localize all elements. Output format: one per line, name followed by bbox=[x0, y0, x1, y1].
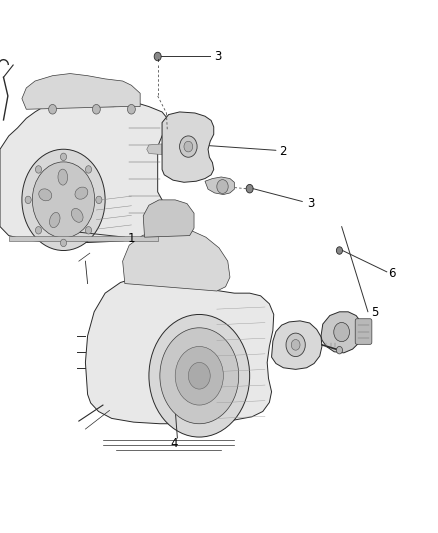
Circle shape bbox=[336, 346, 343, 354]
Circle shape bbox=[35, 166, 42, 173]
Text: 3: 3 bbox=[307, 197, 315, 210]
Text: 2: 2 bbox=[279, 145, 287, 158]
Ellipse shape bbox=[75, 187, 88, 199]
Polygon shape bbox=[321, 312, 362, 353]
FancyBboxPatch shape bbox=[355, 319, 372, 344]
Text: 5: 5 bbox=[371, 306, 379, 319]
Circle shape bbox=[85, 227, 92, 234]
Polygon shape bbox=[22, 74, 140, 109]
Circle shape bbox=[32, 162, 95, 238]
Circle shape bbox=[154, 52, 161, 61]
Circle shape bbox=[25, 196, 31, 204]
Text: 3: 3 bbox=[215, 50, 222, 63]
Ellipse shape bbox=[39, 189, 52, 201]
Circle shape bbox=[149, 314, 250, 437]
Circle shape bbox=[60, 153, 67, 160]
Circle shape bbox=[246, 184, 253, 193]
Circle shape bbox=[85, 166, 92, 173]
Circle shape bbox=[217, 180, 228, 193]
Circle shape bbox=[160, 328, 239, 424]
Circle shape bbox=[175, 346, 223, 405]
Polygon shape bbox=[162, 112, 214, 182]
Ellipse shape bbox=[58, 169, 67, 185]
Circle shape bbox=[336, 247, 343, 254]
Circle shape bbox=[35, 227, 42, 234]
Polygon shape bbox=[143, 200, 194, 237]
Circle shape bbox=[286, 333, 305, 357]
Circle shape bbox=[334, 322, 350, 342]
Circle shape bbox=[127, 104, 135, 114]
Text: 4: 4 bbox=[170, 437, 178, 450]
Circle shape bbox=[96, 196, 102, 204]
Circle shape bbox=[92, 104, 100, 114]
Circle shape bbox=[184, 141, 193, 152]
Ellipse shape bbox=[49, 213, 60, 228]
Polygon shape bbox=[0, 99, 166, 243]
Text: 1: 1 bbox=[128, 232, 135, 245]
Circle shape bbox=[188, 362, 210, 389]
Polygon shape bbox=[9, 236, 158, 241]
Polygon shape bbox=[205, 177, 234, 195]
Circle shape bbox=[22, 149, 105, 251]
Circle shape bbox=[180, 136, 197, 157]
Polygon shape bbox=[147, 144, 162, 155]
Polygon shape bbox=[123, 228, 230, 291]
Circle shape bbox=[60, 239, 67, 247]
Ellipse shape bbox=[71, 208, 83, 222]
Polygon shape bbox=[272, 321, 322, 369]
Polygon shape bbox=[85, 277, 274, 424]
Circle shape bbox=[49, 104, 57, 114]
Circle shape bbox=[291, 340, 300, 350]
Text: 6: 6 bbox=[389, 268, 396, 280]
